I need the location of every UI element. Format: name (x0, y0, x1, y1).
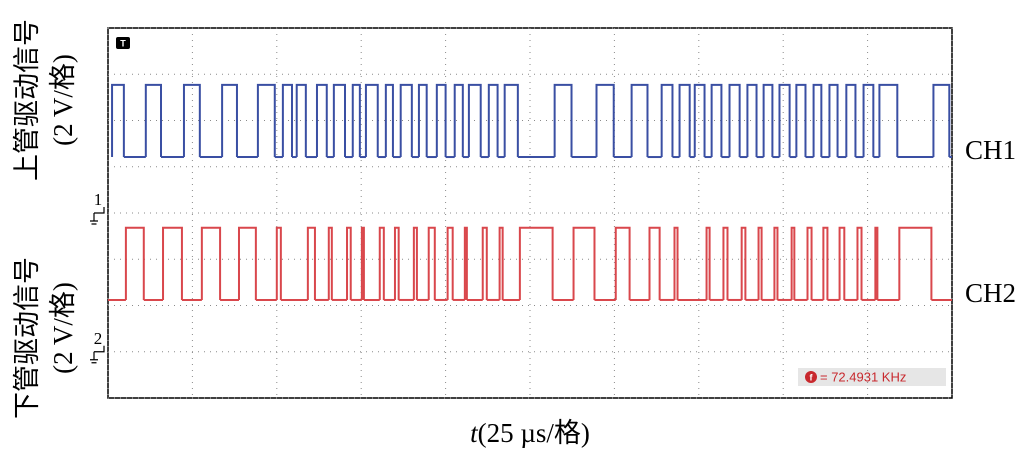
pulse (660, 83, 674, 158)
y-label-1-unit: (2 V/格) (48, 54, 78, 146)
freq-icon (805, 371, 817, 383)
freq-text: = 72.4931 KHz (820, 369, 906, 384)
pulse (878, 83, 899, 158)
pulse (144, 83, 163, 158)
pulse (435, 83, 447, 158)
pulse (648, 226, 661, 300)
pulse (162, 226, 183, 300)
pulse (778, 83, 791, 158)
x-unit: (25 µs/格) (478, 418, 590, 448)
pulse (467, 83, 482, 158)
pulse (845, 83, 857, 158)
pulse (728, 83, 741, 158)
pulse (822, 226, 829, 300)
x-label: t(25 µs/格) (470, 418, 590, 448)
pulse (614, 226, 631, 300)
channel-name: CH2 (965, 278, 1016, 308)
pulse (124, 226, 145, 300)
pulse (463, 226, 468, 300)
y-title: 上管驱动信号 (12, 19, 42, 181)
y-unit: (2 V/格) (48, 282, 78, 374)
pulse (237, 226, 257, 300)
pulse (332, 83, 346, 158)
pulse (275, 226, 282, 300)
y-unit: (2 V/格) (48, 54, 78, 146)
pulse (812, 83, 823, 158)
pulse (327, 226, 333, 300)
pulse (306, 226, 316, 300)
pulse (790, 226, 796, 300)
pulse (503, 83, 519, 158)
ref-marker-label: 2 (94, 329, 103, 348)
pulse (630, 83, 649, 158)
y-label-2-unit: (2 V/格) (48, 282, 78, 374)
pulse (393, 226, 400, 300)
pulse (874, 226, 879, 300)
pulse (693, 83, 706, 158)
pulse (346, 226, 352, 300)
pulse (773, 226, 779, 300)
pulse (828, 83, 839, 158)
pulse (295, 83, 307, 158)
y-label-1: 上管驱动信号 (12, 19, 42, 181)
pulse (111, 83, 125, 158)
pulse (705, 226, 711, 300)
pulse (518, 226, 554, 300)
pulse (315, 83, 328, 158)
pulse (740, 226, 747, 300)
freq-box (798, 368, 946, 386)
pulse (481, 226, 488, 300)
pulse (795, 83, 807, 158)
pulse (256, 83, 276, 158)
pulse (412, 226, 418, 300)
pulse (806, 226, 813, 300)
freq-icon-text: f (810, 372, 814, 382)
pulse (595, 83, 615, 158)
pulse (673, 226, 679, 300)
y-label-2: 下管驱动信号 (12, 257, 42, 419)
channel-name: CH1 (965, 135, 1016, 165)
pulse (351, 83, 361, 158)
pulse (182, 83, 201, 158)
pulse (487, 83, 499, 158)
x-var: t (470, 418, 479, 448)
pulse (360, 226, 365, 300)
pulse (710, 83, 723, 158)
trigger-badge (116, 37, 130, 49)
pulse (932, 83, 951, 158)
pulse (746, 83, 758, 158)
pulse (762, 83, 774, 158)
ref-marker (90, 207, 105, 225)
pulse (446, 226, 454, 300)
pulse (453, 83, 464, 158)
y-title: 下管驱动信号 (12, 257, 42, 419)
pulse (384, 83, 394, 158)
pulse (757, 226, 763, 300)
ref-marker (90, 345, 105, 364)
pulse (417, 83, 428, 158)
pulse (200, 226, 222, 300)
pulse (378, 226, 385, 300)
pulse (898, 226, 933, 300)
pulse (498, 226, 504, 300)
pulse (427, 226, 436, 300)
pulse (399, 83, 413, 158)
pulse (553, 83, 573, 158)
pulse (856, 226, 863, 300)
pulse (221, 83, 238, 158)
pulse (572, 226, 596, 300)
pulse (722, 226, 729, 300)
ref-marker-label: 1 (94, 190, 103, 209)
pulse (838, 226, 846, 300)
trigger-text: T (120, 38, 126, 48)
pulse (364, 83, 379, 158)
pulse (862, 83, 875, 158)
pulse (281, 83, 293, 158)
pulse (678, 83, 691, 158)
